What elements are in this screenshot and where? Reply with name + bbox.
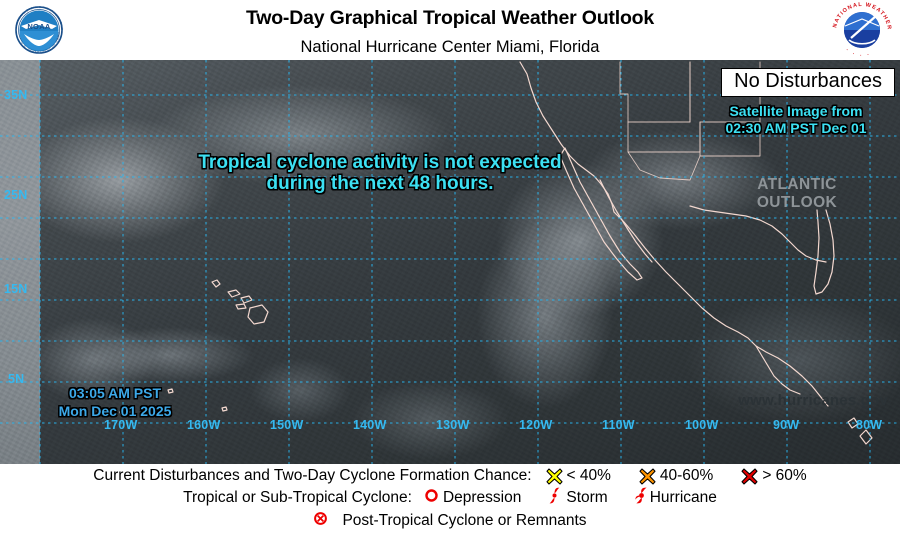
satellite-imagery [0,60,900,464]
lon-label-80w: 80W [856,418,883,432]
storm-spiral-icon [547,487,562,509]
legend-cyclone-types-label: Tropical or Sub-Tropical Cyclone: [183,489,412,506]
legend-formation-chance-label: Current Disturbances and Two-Day Cyclone… [93,467,532,484]
issue-timestamp: 03:05 AM PST Mon Dec 01 2025 [30,385,200,420]
legend-panel: Current Disturbances and Two-Day Cyclone… [0,464,900,533]
issue-timestamp-time: 03:05 AM PST [68,385,162,401]
center-message-line1: Tropical cyclone activity is not expecte… [198,152,562,173]
satellite-cloud-texture [0,60,900,464]
atlantic-outlook-line2: OUTLOOK [756,193,838,211]
atlantic-outlook-link[interactable]: ATLANTIC OUTLOOK [732,176,862,212]
legend-chance-high-label: > 60% [762,467,807,484]
legend-chance-medium-label: 40-60% [659,467,714,484]
x-mark-icon-high [741,467,758,485]
svg-text:· · · ·: · · · · [844,47,872,58]
legend-hurricane-label: Hurricane [649,489,717,506]
noaa-logo: NOAA NATIONAL OCEANIC AND ATMOSPHERIC AD… [7,2,70,55]
legend-row-formation-chance: Current Disturbances and Two-Day Cyclone… [0,464,900,485]
depression-circle-icon [424,488,439,508]
satellite-timestamp-line2: 02:30 AM PST Dec 01 [725,119,867,136]
satellite-timestamp: Satellite Image from 02:30 AM PST Dec 01 [701,103,891,137]
x-mark-icon-low [545,467,563,485]
title-block: Two-Day Graphical Tropical Weather Outlo… [0,0,900,55]
lon-label-130w: 130W [436,418,470,432]
legend-depression-label: Depression [442,489,522,506]
lon-label-100w: 100W [685,418,719,432]
lat-label-5n: 5N [8,372,25,386]
nws-logo: NATIONAL WEATHER SERVICE · · · · [828,0,893,59]
page-subtitle: National Hurricane Center Miami, Florida [300,37,600,56]
svg-text:NOAA: NOAA [27,22,51,31]
website-watermark: www.hurricanes.gov [738,392,888,409]
lat-label-25n: 25N [4,188,28,202]
satellite-left-panel [0,60,40,464]
center-message-line2: during the next 48 hours. [266,173,494,195]
lon-label-120w: 120W [519,418,553,432]
satellite-map[interactable]: 35N 25N 15N 5N 170W 160W 150W 140W 130W … [0,60,900,464]
lon-label-90w: 90W [773,418,800,432]
atlantic-outlook-line1: ATLANTIC [757,176,837,193]
lon-label-110w: 110W [602,418,635,432]
legend-chance-low-label: < 40% [566,467,611,484]
status-badge-no-disturbances: No Disturbances [721,68,895,97]
status-badge-label: No Disturbances [734,70,882,92]
legend-post-tropical-label: Post-Tropical Cyclone or Remnants [342,512,587,529]
post-tropical-icon [313,511,328,531]
lat-label-15n: 15N [4,282,28,296]
center-message: Tropical cyclone activity is not expecte… [0,152,760,195]
legend-storm-label: Storm [566,489,608,506]
legend-row-cyclone-types: Tropical or Sub-Tropical Cyclone: Depres… [0,485,900,509]
lon-label-140w: 140W [353,418,387,432]
lat-label-35n: 35N [4,88,28,102]
issue-timestamp-date: Mon Dec 01 2025 [58,402,172,419]
lon-label-160w: 160W [187,418,221,432]
page-title: Two-Day Graphical Tropical Weather Outlo… [245,7,655,29]
lon-label-170w: 170W [104,418,138,432]
x-mark-icon-medium [639,467,656,485]
lon-label-150w: 150W [270,418,304,432]
legend-row-post-tropical: Post-Tropical Cyclone or Remnants [0,509,900,531]
hurricane-spiral-icon [634,487,649,509]
page-header: NOAA NATIONAL OCEANIC AND ATMOSPHERIC AD… [0,0,900,60]
satellite-timestamp-line1: Satellite Image from [729,103,863,119]
